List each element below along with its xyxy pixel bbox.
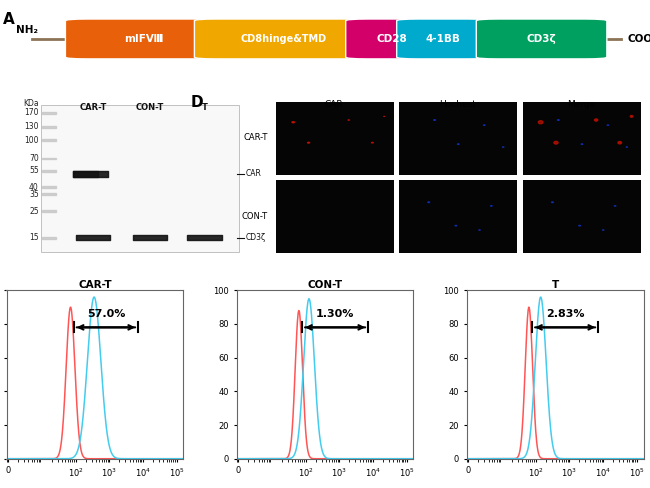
FancyBboxPatch shape <box>476 19 607 59</box>
Bar <box>523 102 641 175</box>
Circle shape <box>554 142 557 143</box>
FancyBboxPatch shape <box>66 19 222 59</box>
Circle shape <box>619 142 621 143</box>
Circle shape <box>307 142 310 144</box>
Circle shape <box>602 229 604 231</box>
Text: Merge: Merge <box>567 100 596 109</box>
Text: CAR: CAR <box>245 169 261 178</box>
Circle shape <box>483 124 486 126</box>
Text: 55: 55 <box>29 166 38 175</box>
Circle shape <box>595 120 597 121</box>
Text: T: T <box>202 103 207 112</box>
Circle shape <box>347 119 350 121</box>
Text: CAR-T: CAR-T <box>79 103 107 112</box>
FancyBboxPatch shape <box>194 19 373 59</box>
Text: CD8hinge&TMD: CD8hinge&TMD <box>240 34 327 44</box>
Circle shape <box>478 229 481 231</box>
Text: 25: 25 <box>29 207 38 216</box>
Text: D: D <box>191 95 203 110</box>
Text: A: A <box>3 12 15 27</box>
Circle shape <box>457 143 460 145</box>
Circle shape <box>454 224 458 226</box>
Bar <box>41 104 239 252</box>
Circle shape <box>606 124 609 126</box>
FancyBboxPatch shape <box>346 19 438 59</box>
Text: Hochest: Hochest <box>439 100 476 109</box>
Circle shape <box>427 201 430 203</box>
Circle shape <box>578 224 581 226</box>
Text: 70: 70 <box>29 154 38 163</box>
Bar <box>276 181 394 253</box>
Text: CON-T: CON-T <box>136 103 164 112</box>
Text: CAR-T: CAR-T <box>243 133 268 142</box>
Circle shape <box>557 119 560 121</box>
Bar <box>523 181 641 253</box>
Text: 35: 35 <box>29 189 38 199</box>
Text: 170: 170 <box>24 108 38 117</box>
Text: 57.0%: 57.0% <box>86 309 125 319</box>
Circle shape <box>625 146 628 148</box>
Bar <box>276 102 394 175</box>
Text: mIFⅧ: mIFⅧ <box>124 34 163 44</box>
Circle shape <box>630 116 632 117</box>
Text: KDa: KDa <box>23 99 38 108</box>
Text: 100: 100 <box>24 136 38 144</box>
Title: CAR-T: CAR-T <box>78 280 112 289</box>
Text: CD3ζ: CD3ζ <box>526 34 556 44</box>
Circle shape <box>551 201 554 203</box>
Circle shape <box>371 142 374 143</box>
Circle shape <box>490 205 493 207</box>
Text: 40: 40 <box>29 183 38 192</box>
Text: COOH: COOH <box>627 34 650 44</box>
Text: CAR: CAR <box>325 100 344 109</box>
Text: 2.83%: 2.83% <box>546 309 584 319</box>
Circle shape <box>580 143 584 145</box>
Text: CD28: CD28 <box>376 34 408 44</box>
Title: CON-T: CON-T <box>307 280 343 289</box>
Text: 130: 130 <box>24 122 38 131</box>
Text: 15: 15 <box>29 233 38 242</box>
Circle shape <box>614 205 616 207</box>
Title: T: T <box>551 280 558 289</box>
Circle shape <box>539 122 542 123</box>
Text: 4-1BB: 4-1BB <box>425 34 460 44</box>
FancyBboxPatch shape <box>396 19 489 59</box>
Circle shape <box>433 119 436 121</box>
Circle shape <box>291 121 295 123</box>
Circle shape <box>383 116 385 117</box>
Text: NH₂: NH₂ <box>16 25 38 35</box>
Circle shape <box>502 146 504 148</box>
Bar <box>399 102 517 175</box>
Bar <box>399 181 517 253</box>
Text: CON-T: CON-T <box>241 212 268 221</box>
Text: CD3ζ: CD3ζ <box>245 233 265 242</box>
Text: 1.30%: 1.30% <box>316 309 354 319</box>
